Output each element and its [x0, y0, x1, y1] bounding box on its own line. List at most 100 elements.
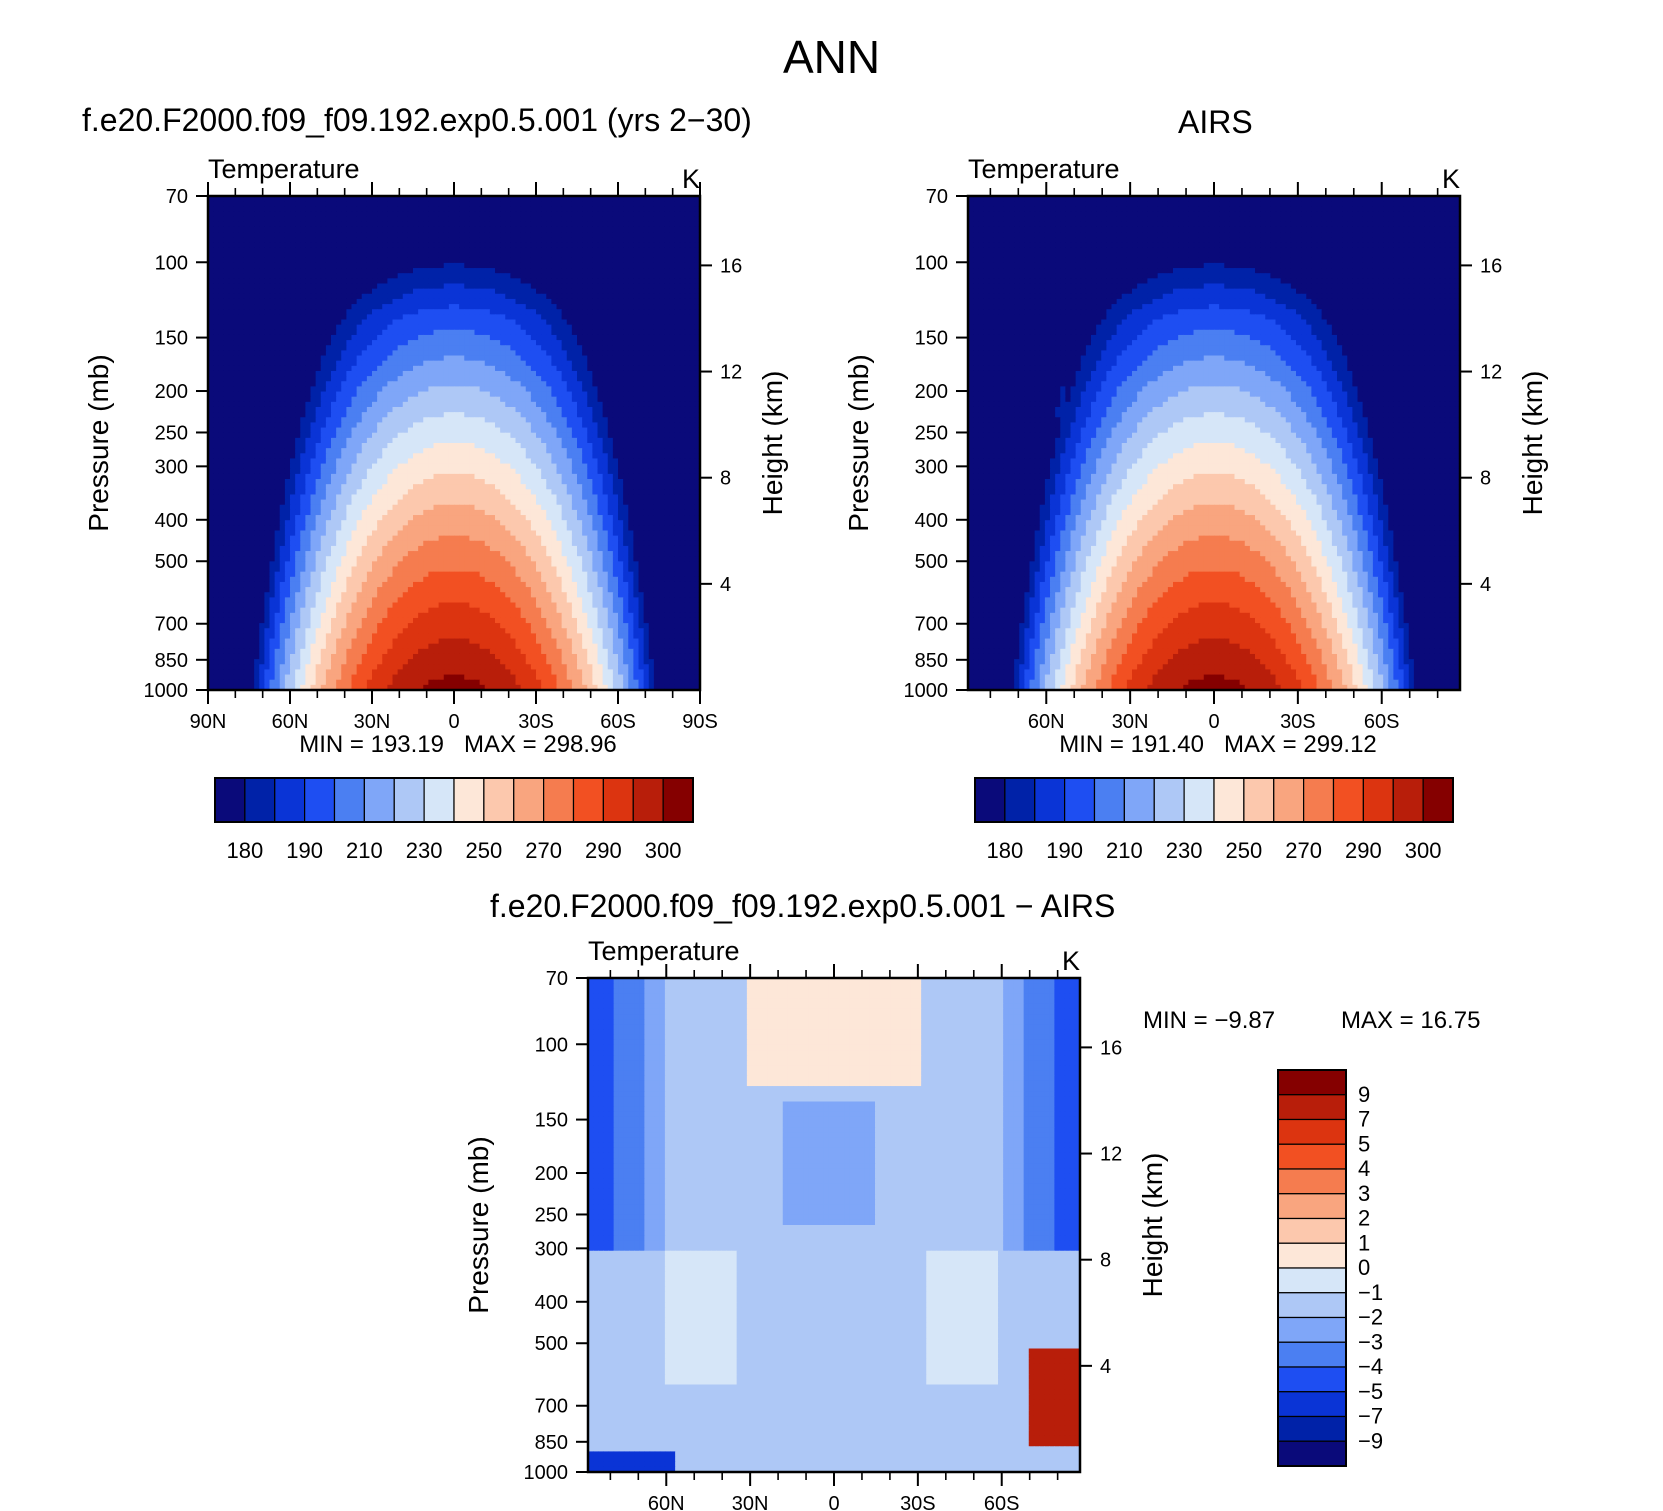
- colorbar-label: −9: [1358, 1428, 1383, 1453]
- pressure-tick-label: 700: [915, 614, 948, 636]
- colorbar-box: [632, 777, 664, 823]
- colorbar-box: [304, 777, 336, 823]
- colorbar-label: −7: [1358, 1404, 1383, 1429]
- height-tick-label: 8: [1480, 468, 1491, 490]
- max-label: MAX = 299.12: [1224, 731, 1377, 758]
- colorbar-label: 250: [1226, 838, 1263, 863]
- units-label: K: [1062, 946, 1080, 976]
- pressure-tick-label: 150: [155, 328, 188, 350]
- colorbar-box: [602, 777, 634, 823]
- colorbar-label: −4: [1358, 1354, 1383, 1379]
- colorbar-box: [1277, 1366, 1347, 1393]
- colorbar-box: [1277, 1094, 1347, 1121]
- colorbar-label: 210: [346, 838, 383, 863]
- colorbar-box: [1277, 1267, 1347, 1294]
- colorbar-box: [363, 777, 395, 823]
- height-axis-label: Height (km): [757, 371, 788, 516]
- pressure-tick-label: 300: [915, 456, 948, 478]
- colorbar-box: [1362, 777, 1394, 823]
- colorbar-label: 180: [987, 838, 1024, 863]
- pressure-tick-label: 850: [535, 1432, 568, 1454]
- units-label: K: [1442, 164, 1460, 194]
- latitude-tick-label: 60S: [600, 711, 636, 733]
- pressure-tick-label: 500: [535, 1333, 568, 1355]
- latitude-tick-label: 30S: [900, 1493, 936, 1511]
- latitude-tick-label: 30N: [1112, 711, 1149, 733]
- colorbar-label: 190: [1046, 838, 1083, 863]
- height-tick-label: 12: [720, 362, 742, 384]
- pressure-tick-label: 500: [155, 551, 188, 573]
- pressure-tick-label: 400: [155, 510, 188, 532]
- pressure-tick-label: 300: [535, 1238, 568, 1260]
- colorbar-label: 300: [1405, 838, 1442, 863]
- colorbar-label: 4: [1358, 1156, 1370, 1181]
- latitude-tick-label: 90N: [190, 711, 227, 733]
- pressure-tick-label: 250: [155, 422, 188, 444]
- pressure-tick-label: 850: [155, 650, 188, 672]
- pressure-tick-label: 150: [535, 1110, 568, 1132]
- contour-field: [968, 196, 1460, 690]
- latitude-tick-label: 60N: [648, 1493, 685, 1511]
- latitude-tick-label: 0: [448, 711, 459, 733]
- pressure-tick-label: 850: [915, 650, 948, 672]
- pressure-tick-label: 400: [535, 1292, 568, 1314]
- pressure-axis-label: Pressure (mb): [463, 1136, 494, 1313]
- colorbar-box: [1243, 777, 1275, 823]
- colorbar-box: [483, 777, 515, 823]
- colorbar-label: −5: [1358, 1379, 1383, 1404]
- colorbar-label: −1: [1358, 1280, 1383, 1305]
- height-tick-label: 16: [1480, 255, 1502, 277]
- contour-field: [208, 196, 700, 690]
- latitude-tick-label: 90S: [682, 711, 718, 733]
- colorbar-label: 180: [227, 838, 264, 863]
- panel-1-title: f.e20.F2000.f09_f09.192.exp0.5.001 (yrs …: [82, 102, 752, 139]
- colorbar-frame: [214, 777, 694, 823]
- pressure-tick-label: 200: [155, 381, 188, 403]
- colorbar-box: [423, 777, 455, 823]
- colorbar-frame: [974, 777, 1454, 823]
- latitude-tick-label: 60N: [272, 711, 309, 733]
- latitude-tick-label: 30S: [518, 711, 554, 733]
- pressure-tick-label: 500: [915, 551, 948, 573]
- latitude-tick-label: 30N: [354, 711, 391, 733]
- pressure-tick-label: 200: [535, 1163, 568, 1185]
- latitude-tick-label: 0: [828, 1493, 839, 1511]
- colorbar-label: −2: [1358, 1305, 1383, 1330]
- colorbar-box: [1277, 1069, 1347, 1096]
- colorbar-box: [1277, 1143, 1347, 1170]
- panel-2: Temperature K 70 100 150 200 250 300 400 500 700 85…: [843, 154, 1548, 863]
- colorbar: 180 190 210 230 250 270 290 300: [214, 777, 694, 863]
- colorbar-box: [1277, 1440, 1347, 1467]
- colorbar-label: 290: [1345, 838, 1382, 863]
- colorbar-box: [1153, 777, 1185, 823]
- colorbar-box: [1273, 777, 1305, 823]
- colorbar-label: 1: [1358, 1230, 1370, 1255]
- pressure-tick-label: 70: [926, 186, 948, 208]
- colorbar-box: [333, 777, 365, 823]
- colorbar-label: 270: [525, 838, 562, 863]
- colorbar-label: 230: [406, 838, 443, 863]
- colorbar-frame: [1277, 1069, 1347, 1467]
- colorbar-label: 270: [1285, 838, 1322, 863]
- latitude-tick-label: 0: [1208, 711, 1219, 733]
- variable-label: Temperature: [208, 154, 360, 184]
- pressure-tick-label: 100: [535, 1034, 568, 1056]
- height-tick-label: 12: [1100, 1144, 1122, 1166]
- height-tick-label: 8: [720, 468, 731, 490]
- pressure-tick-label: 150: [915, 328, 948, 350]
- pressure-tick-label: 70: [546, 968, 568, 990]
- latitude-tick-label: 60S: [984, 1493, 1020, 1511]
- pressure-tick-label: 200: [915, 381, 948, 403]
- pressure-tick-label: 1000: [144, 680, 189, 702]
- latitude-tick-label: 60S: [1364, 711, 1400, 733]
- colorbar-box: [1183, 777, 1215, 823]
- colorbar-label: 7: [1358, 1107, 1370, 1132]
- pressure-tick-label: 100: [915, 252, 948, 274]
- colorbar-box: [1277, 1292, 1347, 1319]
- pressure-tick-label: 700: [155, 614, 188, 636]
- min-label: MIN = −9.87: [1143, 1007, 1275, 1034]
- colorbar-box: [1064, 777, 1096, 823]
- panel-3-title: f.e20.F2000.f09_f09.192.exp0.5.001 − AIR…: [490, 888, 1115, 925]
- contour-field: [588, 978, 1080, 1472]
